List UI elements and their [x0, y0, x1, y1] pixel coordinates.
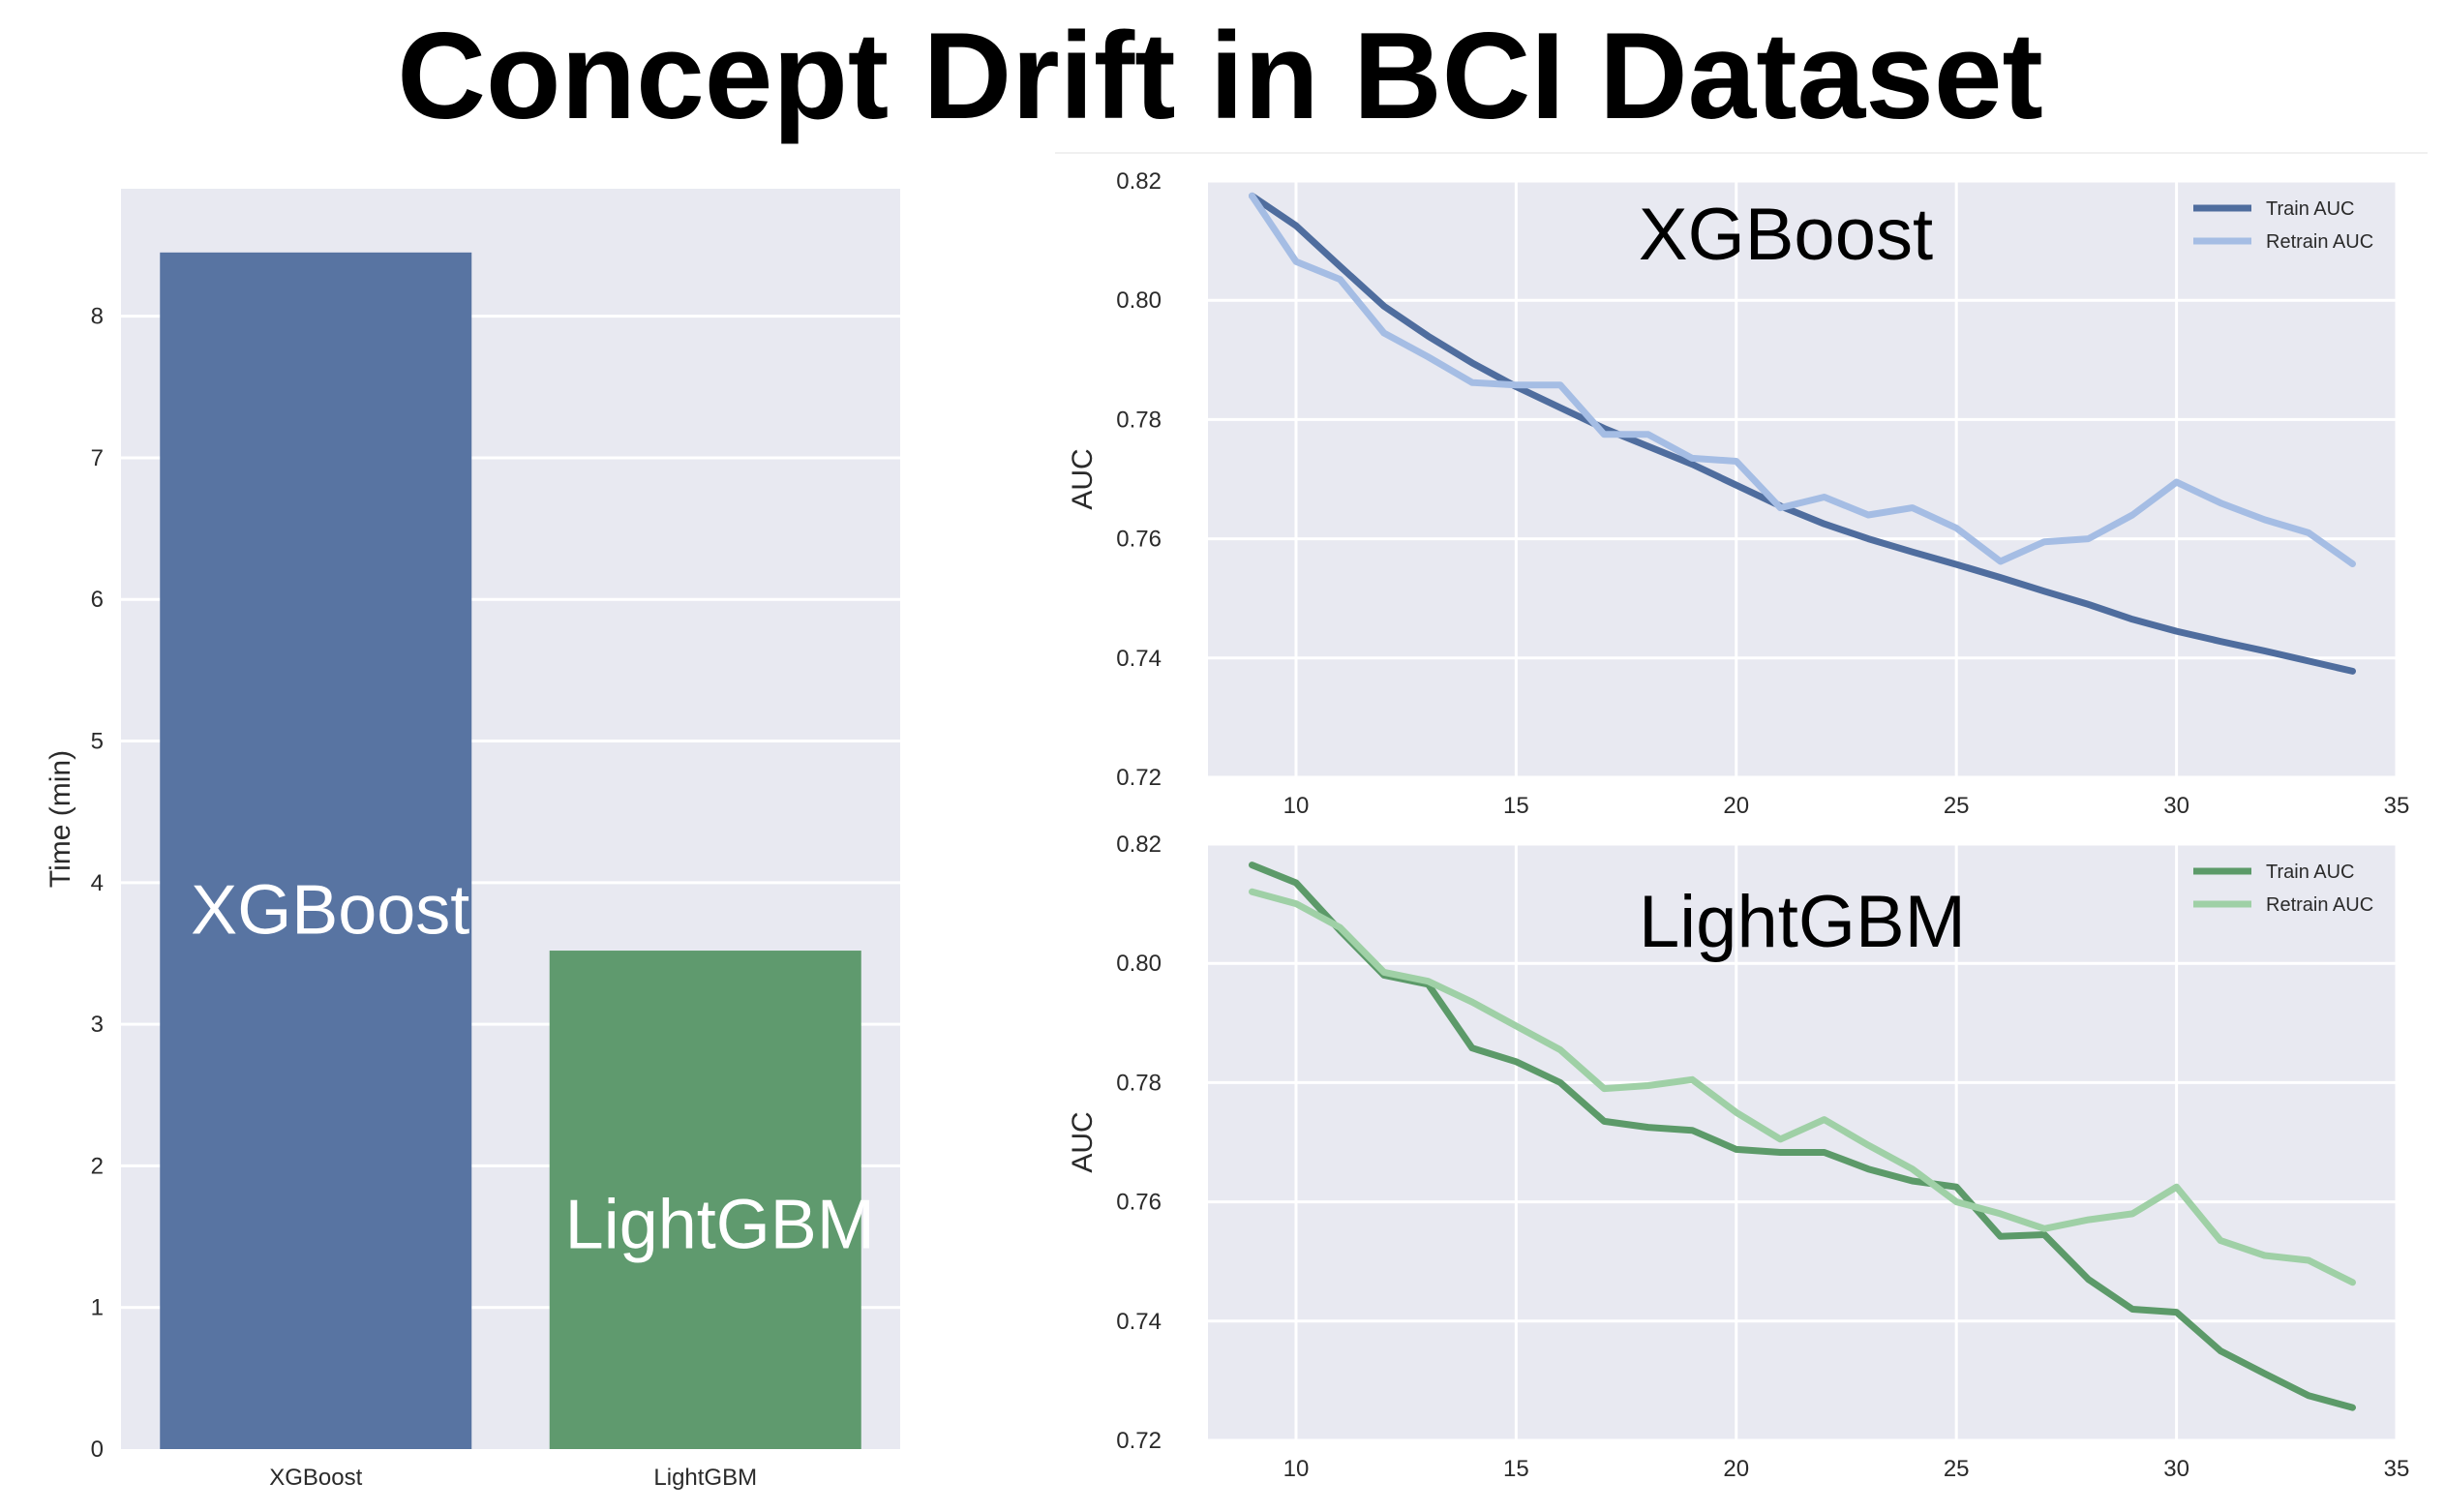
x-tick-label: 35	[2384, 1456, 2410, 1482]
x-tick-label: 10	[1283, 1456, 1310, 1482]
x-tick-label: 30	[2163, 793, 2189, 819]
legend-label: Train AUC	[2266, 862, 2355, 883]
plot-area	[1208, 844, 2397, 1440]
y-tick-label: 0.78	[1116, 407, 1162, 433]
bar-lightgbm	[549, 951, 861, 1449]
series-line-retrain-auc	[1249, 192, 2356, 567]
chart-title: LightGBM	[1639, 881, 1966, 963]
y-tick-label: 0.72	[1116, 1428, 1162, 1454]
y-tick-label: 3	[91, 1012, 104, 1038]
x-tick-label: 20	[1723, 793, 1749, 819]
time-bar-chart: 0 1 2 3 4 5 6 7 8 XGBoost XGBoost LightGBM LightGBM T…	[45, 189, 900, 1491]
y-tick-label: 0.72	[1116, 765, 1162, 791]
y-tick-label: 2	[91, 1153, 104, 1179]
x-tick-label: 25	[1944, 793, 1970, 819]
y-tick-label: 8	[91, 304, 104, 330]
y-tick-label: 0.76	[1116, 527, 1162, 553]
x-tick-label: 10	[1283, 793, 1310, 819]
plot-area	[1208, 181, 2397, 777]
x-tick-label: XGBoost	[269, 1465, 362, 1491]
y-tick-label: 7	[91, 445, 104, 471]
y-tick-label: 5	[91, 729, 104, 755]
y-tick-label: 4	[91, 870, 104, 896]
y-tick-label: 0.82	[1116, 832, 1162, 858]
y-tick-label: 0.82	[1116, 168, 1162, 195]
y-tick-label: 0.80	[1116, 287, 1162, 314]
y-tick-label: 0.80	[1116, 951, 1162, 977]
y-tick-label: 6	[91, 587, 104, 613]
legend-label: Train AUC	[2266, 198, 2355, 220]
x-tick-label: 15	[1503, 793, 1529, 819]
y-tick-label: 0.74	[1116, 646, 1162, 672]
divider	[1055, 152, 2428, 154]
y-tick-label: 0.74	[1116, 1309, 1162, 1335]
lightgbm-auc-line-chart: 10 15 20 25 30 35 0.72 0.74 0.76 0.78 0.80 0.82 Trai…	[1067, 832, 2410, 1482]
page-title: Concept Drift in BCI Dataset	[397, 7, 2043, 144]
xgboost-auc-line-chart: 10 15 20 25 30 35 0.72 0.74 0.76 0.78 0.80 0.82 Trai…	[1067, 168, 2410, 819]
chart-title: XGBoost	[1639, 194, 1933, 276]
y-axis-label: AUC	[1067, 448, 1099, 509]
bar-xgboost	[160, 252, 472, 1450]
bar-label: XGBoost	[191, 872, 469, 950]
legend-label: Retrain AUC	[2266, 231, 2373, 253]
x-tick-label: 35	[2384, 793, 2410, 819]
series-line-train-auc	[1249, 862, 2356, 1411]
y-tick-label: 0	[91, 1436, 104, 1463]
legend-label: Retrain AUC	[2266, 894, 2373, 916]
series-line-train-auc	[1249, 192, 2356, 675]
y-tick-label: 0.76	[1116, 1190, 1162, 1216]
x-tick-label: 30	[2163, 1456, 2189, 1482]
bar-label: LightGBM	[565, 1186, 875, 1263]
series-line-retrain-auc	[1249, 888, 2356, 1286]
x-tick-label: 20	[1723, 1456, 1749, 1482]
y-tick-label: 0.78	[1116, 1070, 1162, 1096]
x-tick-label: 25	[1944, 1456, 1970, 1482]
y-tick-label: 1	[91, 1295, 104, 1321]
x-tick-label: 15	[1503, 1456, 1529, 1482]
y-axis-label: AUC	[1067, 1111, 1099, 1172]
x-tick-label: LightGBM	[653, 1465, 757, 1491]
y-axis-label: Time (min)	[45, 750, 76, 888]
